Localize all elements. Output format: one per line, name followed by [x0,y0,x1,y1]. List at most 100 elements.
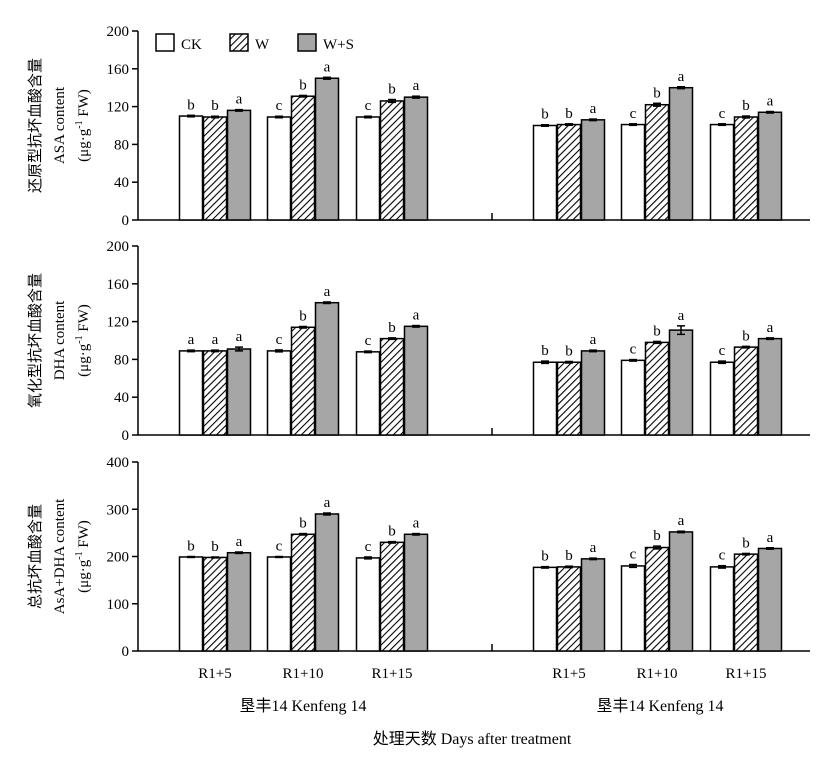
legend-swatch-w [229,33,249,52]
significance-label: c [365,333,372,349]
bar-ws [403,96,429,221]
significance-label: b [388,82,396,98]
significance-label: c [365,539,372,555]
y-axis-label-cn: 总抗坏血酸含量 [27,504,44,609]
significance-label: b [299,309,307,325]
bar-ck [355,116,381,221]
bar-ck [709,123,735,221]
y-tick-label: 400 [107,455,130,471]
bar-w [733,116,759,221]
bar-ws [668,329,694,436]
significance-label: a [767,530,774,546]
bar-ws [403,325,429,436]
y-tick-label: 160 [107,277,130,293]
y-tick-label: 80 [114,137,129,153]
bar-ws [757,111,783,221]
bar-ck [355,557,381,652]
significance-label: b [742,328,750,344]
significance-label: a [678,308,685,324]
bar-w [379,100,405,221]
bar-ck [355,351,381,436]
significance-label: a [590,101,597,117]
significance-label: b [653,528,661,544]
bar-w [202,350,228,436]
bar-ck [178,115,204,221]
bar-ck [532,124,558,221]
category-label: R1+5 [198,666,231,682]
panels: 0 40 80 120 160 200 还原型抗坏血酸含量 ASA content (μg·g-… [27,24,810,660]
bar-ws [226,348,252,436]
significance-label: c [276,332,283,348]
y-axis-label-unit: (μg·g-1 FW) [74,304,92,377]
category-label: R1+10 [283,666,324,682]
bar-ws [314,77,340,221]
chart-panel-3: 0 100 200 300 400 总抗坏血酸含量 AsA+DHA content (μg·g… [27,455,810,660]
significance-label: b [187,539,195,555]
significance-label: b [211,539,219,555]
bar-w [290,95,316,221]
y-tick-label: 100 [107,597,130,613]
significance-label: b [653,323,661,339]
chart-panel-2: 0 40 80 120 160 200 氧化型抗坏血酸含量 DHA content (μg·g-… [27,239,810,444]
y-tick-label: 40 [114,390,129,406]
bar-ck [532,361,558,436]
x-axis-labels: R1+5 R1+10 R1+15 R1+5 R1+10 R1+15 垦丰14 K… [198,666,766,748]
legend: CK W W+S [155,33,354,53]
significance-label: a [212,332,219,348]
category-label: R1+10 [637,666,678,682]
bar-ck [178,556,204,652]
bar-w [644,546,670,652]
y-tick-label: 40 [114,175,129,191]
significance-label: c [719,343,726,359]
bar-w [556,123,582,221]
y-axis-label-en: ASA content [52,86,68,164]
significance-label: c [365,98,372,114]
bar-w [379,541,405,652]
significance-label: b [742,535,750,551]
significance-label: a [767,94,774,110]
bar-w [202,556,228,652]
bar-ck [266,116,292,221]
y-tick-label: 0 [122,213,130,229]
significance-label: b [541,343,549,359]
bar-w [379,337,405,436]
significance-label: b [388,320,396,336]
significance-label: b [299,516,307,532]
y-tick-label: 120 [107,100,130,116]
bar-ws [580,558,606,652]
significance-label: b [742,98,750,114]
significance-label: b [653,85,661,101]
y-tick-label: 200 [107,239,130,255]
significance-label: c [630,106,637,122]
category-label: R1+5 [552,666,585,682]
bar-ck [620,565,646,652]
bar-ws [668,86,694,221]
significance-label: a [413,308,420,324]
legend-swatch-ws [297,33,317,52]
significance-label: c [719,106,726,122]
bar-ws [403,533,429,652]
significance-label: a [413,516,420,532]
y-tick-label: 120 [107,315,130,331]
bar-w [290,533,316,652]
bar-ws [580,119,606,221]
bar-w [733,553,759,652]
bar-ck [709,361,735,436]
y-axis-label-cn: 还原型抗坏血酸含量 [27,58,44,193]
chart-panel-1: 0 40 80 120 160 200 还原型抗坏血酸含量 ASA content (μg·g-… [27,24,810,229]
bar-ck [532,566,558,652]
significance-label: b [565,106,573,122]
significance-label: b [541,549,549,565]
significance-label: b [299,77,307,93]
x-axis-title: 处理天数 Days after treatment [373,730,572,748]
significance-label: a [324,59,331,75]
significance-label: a [590,332,597,348]
significance-label: a [590,540,597,556]
bar-ws [226,551,252,652]
bar-ck [178,350,204,436]
legend-label-w: W [255,37,270,53]
y-axis-label-en: AsA+DHA content [52,498,68,614]
significance-label: c [276,98,283,114]
legend-swatch-ck [155,33,175,52]
